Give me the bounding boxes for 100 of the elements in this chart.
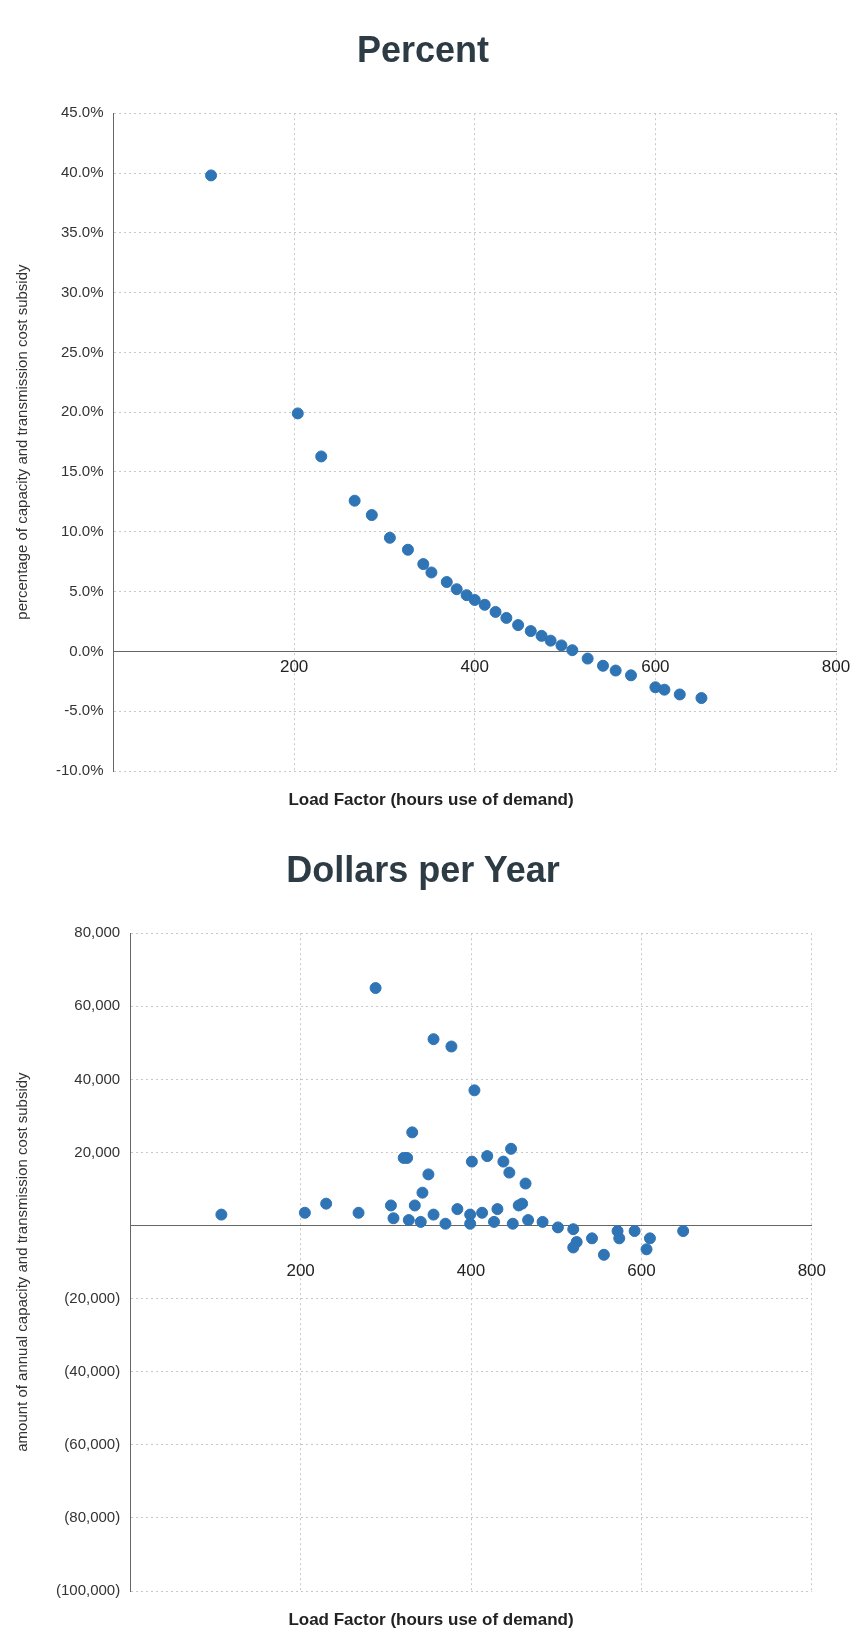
point — [581, 652, 594, 665]
point — [478, 598, 491, 611]
y-tick-label: (80,000) — [64, 1508, 121, 1526]
x-tick-label: 600 — [641, 657, 670, 677]
point — [658, 683, 671, 696]
y-tick-label: 25.0% — [60, 342, 104, 360]
point — [628, 1225, 641, 1238]
point — [422, 1168, 435, 1181]
y-tick-label: 40,000 — [74, 1069, 121, 1087]
point — [535, 629, 548, 642]
point — [522, 1214, 535, 1227]
y-tick-label: 35.0% — [60, 222, 104, 240]
point — [613, 1232, 626, 1245]
y-tick-label: 20.0% — [60, 402, 104, 420]
point — [677, 1225, 690, 1238]
point — [215, 1208, 228, 1221]
y-tick-label: 45.0% — [60, 103, 104, 121]
point — [468, 593, 481, 606]
point — [524, 625, 537, 638]
point — [427, 1033, 440, 1046]
point — [673, 688, 686, 701]
point — [497, 1155, 510, 1168]
point — [402, 1214, 415, 1227]
point — [425, 566, 438, 579]
point — [439, 1217, 452, 1230]
x-tick-label: 800 — [821, 657, 851, 677]
point — [450, 583, 463, 596]
y-tick-label: -5.0% — [64, 701, 104, 719]
point — [505, 1142, 518, 1155]
point — [427, 1208, 440, 1221]
y-tick-label: (40,000) — [64, 1361, 121, 1379]
y-tick-label: 10.0% — [60, 521, 104, 539]
point — [551, 1221, 564, 1234]
point — [406, 1126, 419, 1139]
point — [205, 169, 218, 182]
point — [544, 634, 557, 647]
point — [468, 1084, 481, 1097]
point — [401, 543, 414, 556]
point — [500, 611, 513, 624]
x-tick-label: 400 — [456, 1261, 486, 1281]
point — [417, 558, 430, 571]
point — [383, 531, 396, 544]
point — [625, 669, 637, 682]
y-tick-label: 30.0% — [60, 282, 104, 300]
x-tick-label: 200 — [279, 657, 309, 677]
x-tick-label: 600 — [627, 1261, 656, 1281]
point — [384, 1199, 397, 1212]
point — [414, 1215, 427, 1228]
point — [566, 644, 579, 657]
point — [503, 1166, 516, 1179]
point — [369, 982, 382, 995]
point — [586, 1232, 598, 1245]
point — [348, 494, 361, 507]
x-tick-label: 200 — [286, 1261, 315, 1281]
point — [387, 1212, 400, 1225]
point — [440, 576, 453, 589]
point — [491, 1203, 504, 1216]
y-tick-label: 15.0% — [60, 462, 104, 480]
point — [609, 664, 622, 677]
point — [640, 1243, 653, 1256]
point — [567, 1241, 580, 1254]
y-tick-label: (100,000) — [55, 1581, 121, 1599]
point — [416, 1186, 429, 1199]
point — [555, 639, 568, 652]
point — [320, 1197, 333, 1210]
point — [352, 1206, 365, 1219]
point — [536, 1215, 549, 1228]
point — [488, 1215, 501, 1228]
y-tick-label: (60,000) — [64, 1434, 121, 1452]
y-tick-label: 5.0% — [69, 581, 104, 599]
point — [315, 450, 328, 463]
point — [597, 659, 609, 672]
chart-title: Dollars per Year — [286, 848, 560, 890]
y-tick-label: 20,000 — [74, 1142, 121, 1160]
point — [519, 1177, 532, 1190]
point — [445, 1040, 458, 1053]
point — [489, 605, 502, 618]
point — [695, 692, 708, 705]
point — [643, 1232, 656, 1245]
x-axis-title: Load Factor (hours use of demand) — [287, 1610, 575, 1631]
x-tick-label: 800 — [797, 1261, 827, 1281]
point — [481, 1150, 494, 1163]
y-axis-title: percentage of capacity and transmission cost subsidy — [13, 264, 31, 620]
point — [298, 1206, 311, 1219]
y-tick-label: 60,000 — [74, 996, 121, 1014]
point — [365, 509, 378, 522]
point — [291, 407, 304, 420]
point — [506, 1217, 519, 1230]
point — [512, 619, 525, 632]
y-tick-label: -10.0% — [56, 761, 104, 779]
point — [451, 1203, 464, 1216]
point — [597, 1248, 610, 1261]
point — [476, 1206, 489, 1219]
point — [465, 1155, 478, 1168]
y-tick-label: 0.0% — [69, 641, 104, 659]
y-tick-label: (20,000) — [64, 1288, 121, 1306]
y-axis-title: amount of annual capacity and transmission cost subsidy — [13, 1071, 31, 1452]
x-axis-title: Load Factor (hours use of demand) — [287, 790, 575, 811]
chart-title: Percent — [356, 28, 490, 70]
point — [408, 1199, 421, 1212]
